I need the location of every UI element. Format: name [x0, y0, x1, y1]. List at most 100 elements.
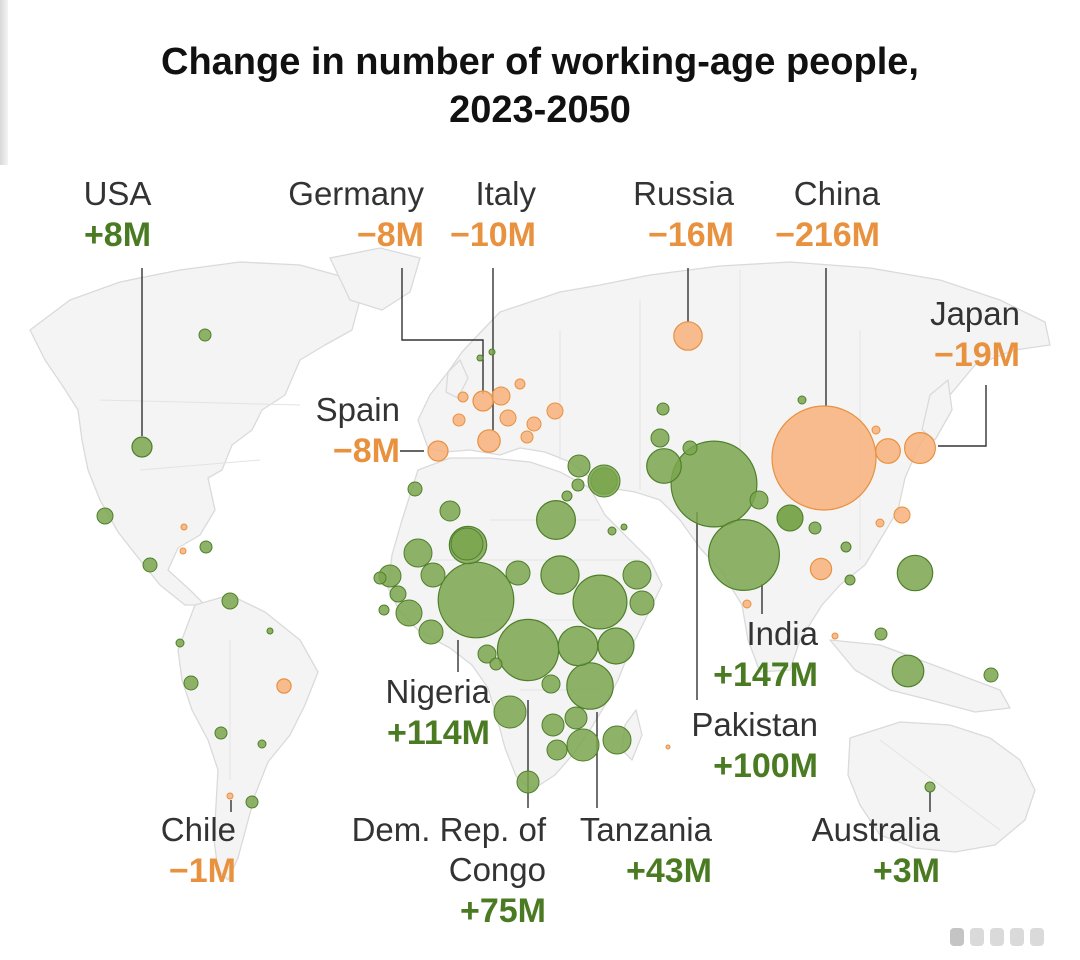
bubble-minor [199, 540, 213, 554]
bubble-minor [514, 378, 526, 390]
bubble-sudan [540, 555, 580, 595]
bubble-kenya [597, 627, 635, 665]
drc-name-line-1: Dem. Rep. of [351, 811, 546, 848]
bubble-minor [602, 725, 632, 755]
bubble-minor [541, 674, 561, 694]
bubble-minor [452, 413, 466, 427]
bubble-minor [808, 521, 822, 535]
bubble-minor [526, 416, 542, 432]
bubble-russia [673, 321, 703, 351]
label-spain: Spain −8M [290, 390, 400, 472]
bubble-minor [245, 795, 259, 809]
russia-value: −16M [648, 216, 734, 254]
bubble-minor [183, 675, 199, 691]
india-name: India [746, 615, 818, 652]
bubble-drc [496, 618, 560, 682]
india-value: +147M [713, 656, 818, 694]
bubble-minor [179, 547, 187, 555]
label-italy: Italy −10M [424, 174, 536, 256]
bubble-minor [418, 619, 444, 645]
bubble-minor [505, 560, 531, 586]
bubble-minor [742, 599, 752, 609]
bubble-minor [541, 713, 565, 737]
spain-value: −8M [332, 432, 400, 470]
map-title: Change in number of working-age people, … [0, 38, 1080, 134]
nigeria-name: Nigeria [385, 673, 490, 710]
label-tanzania: Tanzania +43M [562, 810, 712, 892]
bubble-minor [875, 518, 885, 528]
bubble-minor [221, 592, 239, 610]
bubble-minor [450, 527, 484, 561]
bubble-minor [749, 490, 769, 510]
bubble-minor [420, 562, 446, 588]
page-dot [970, 928, 984, 946]
bubble-ethiopia [572, 574, 628, 630]
bubble-minor [493, 695, 527, 729]
label-germany: Germany −8M [262, 174, 424, 256]
japan-name: Japan [930, 295, 1020, 332]
page-dot [1010, 928, 1024, 946]
bubble-minor [457, 391, 469, 403]
bubble-china [771, 405, 877, 511]
bubble-minor [226, 792, 234, 800]
italy-name: Italy [475, 175, 536, 212]
bubble-tanzania [566, 662, 614, 710]
spain-name: Spain [315, 391, 400, 428]
bubble-minor [893, 506, 911, 524]
bubble-minor [983, 667, 999, 683]
label-india: India +147M [680, 614, 818, 696]
bubble-minor [489, 657, 503, 671]
bubble-afghanistan [646, 448, 682, 484]
bubbles-layer [96, 321, 999, 809]
bubble-minor [546, 739, 568, 761]
bubble-minor [561, 490, 573, 502]
page-dot [1030, 928, 1044, 946]
label-pakistan: Pakistan +100M [668, 705, 818, 787]
bubble-minor [491, 386, 511, 406]
bubble-minor [587, 464, 621, 498]
bubble-minor [395, 599, 423, 627]
bubble-minor [546, 402, 564, 420]
uk-land [445, 359, 469, 399]
page-indicator [950, 928, 1070, 950]
bubble-korea [875, 438, 901, 464]
bubble-minor [629, 590, 655, 616]
bubble-minor [682, 440, 698, 456]
australia-value: +3M [872, 852, 940, 890]
japan-value: −19M [934, 336, 1020, 374]
bubble-minor [566, 728, 600, 762]
usa-name: USA [83, 175, 152, 212]
bubble-pakistan [707, 518, 780, 591]
bubble-minor [874, 627, 888, 641]
bubble-minor [180, 523, 188, 531]
bubble-minor [840, 541, 852, 553]
bubble-minor [567, 454, 591, 478]
tanzania-name: Tanzania [579, 811, 712, 848]
bubble-minor [407, 481, 423, 497]
bubble-egypt [535, 500, 576, 541]
bubble-minor [844, 574, 856, 586]
bubble-minor [488, 348, 496, 356]
bubble-germany [472, 390, 494, 412]
bubble-usa [131, 436, 153, 458]
screen-edge-shadow [0, 0, 8, 165]
bubble-uganda [557, 625, 599, 667]
bubble-minor [571, 478, 585, 492]
china-name: China [793, 175, 880, 212]
bubble-minor [797, 395, 807, 405]
bubble-minor [378, 604, 390, 616]
bubble-minor [214, 726, 228, 740]
bubble-minor [175, 638, 185, 648]
germany-value: −8M [356, 216, 424, 254]
bubble-minor [622, 560, 652, 590]
drc-value: +75M [460, 892, 546, 930]
germany-name: Germany [288, 175, 424, 212]
bubble-minor [831, 632, 839, 640]
label-nigeria: Nigeria +114M [350, 672, 490, 754]
bubble-minor [516, 770, 540, 794]
bubble-thailand [809, 557, 833, 581]
bubble-philippines [896, 554, 934, 592]
south-america-land [177, 594, 319, 881]
bubble-minor [607, 526, 617, 536]
